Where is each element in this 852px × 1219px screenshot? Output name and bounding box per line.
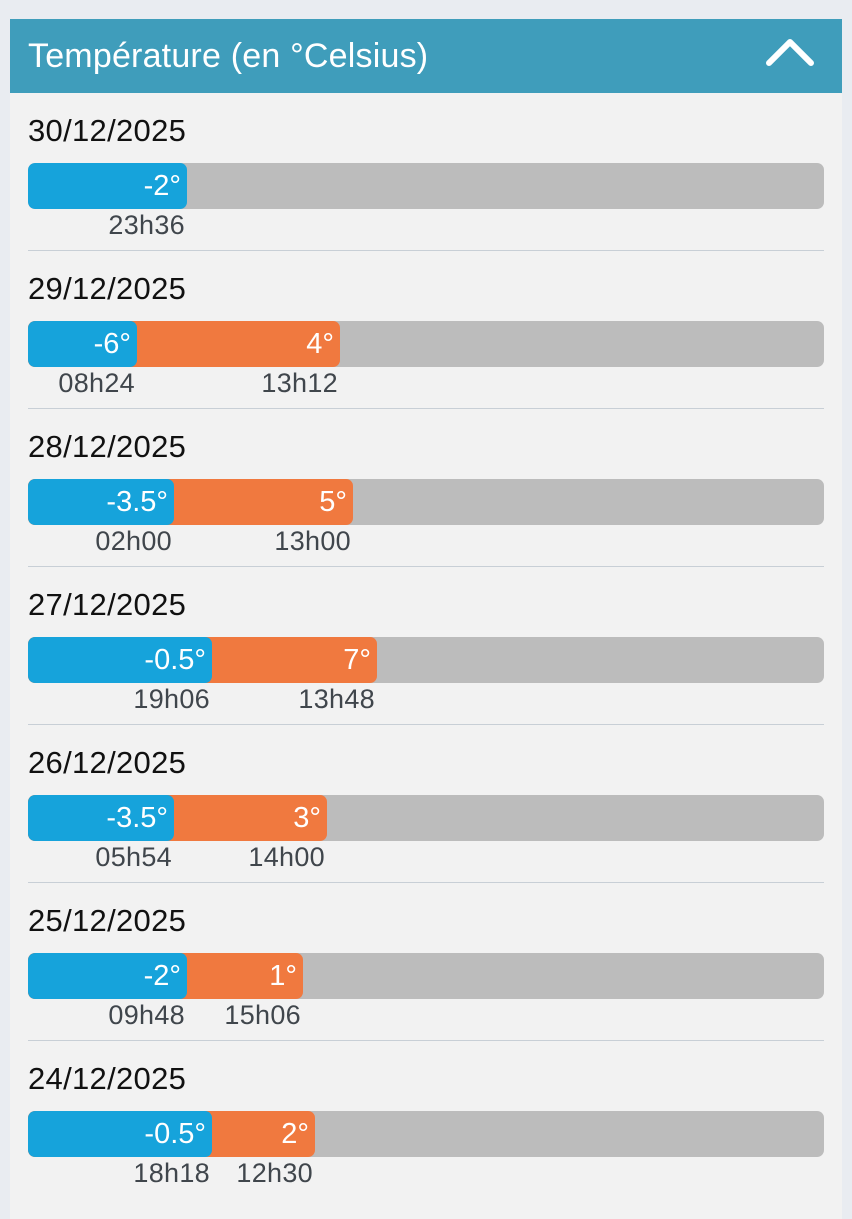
day-date: 27/12/2025 [28, 587, 187, 622]
min-temp-time: 23h36 [108, 210, 185, 240]
day-row: 24/12/2025 -0.5° 2° 18h18 12h30 [28, 1041, 824, 1199]
min-temp-segment: -3.5° [28, 479, 174, 525]
temperature-bar: -2° [28, 163, 824, 209]
min-temp-segment: -6° [28, 321, 137, 367]
max-temp-time: 14h00 [248, 842, 325, 872]
min-temp-time: 02h00 [95, 526, 172, 556]
day-row: 28/12/2025 -3.5° 5° 02h00 13h00 [28, 409, 824, 567]
day-row: 25/12/2025 -2° 1° 09h48 15h06 [28, 883, 824, 1041]
day-date: 25/12/2025 [28, 903, 187, 938]
panel-title: Température (en °Celsius) [28, 36, 429, 75]
min-temp-segment: -2° [28, 953, 187, 999]
day-row: 29/12/2025 -6° 4° 08h24 13h12 [28, 251, 824, 409]
temperature-bar: -6° 4° [28, 321, 824, 367]
temperature-bar: -3.5° 3° [28, 795, 824, 841]
temperature-panel: Température (en °Celsius) 30/12/2025 -2° 2… [10, 19, 842, 1219]
temperature-bar: -2° 1° [28, 953, 824, 999]
min-temp-time: 05h54 [95, 842, 172, 872]
min-temp-segment: -0.5° [28, 637, 212, 683]
min-temp-time: 08h24 [58, 368, 135, 398]
temperature-header[interactable]: Température (en °Celsius) [10, 19, 842, 93]
temperature-bar: -0.5° 7° [28, 637, 824, 683]
max-temp-time: 13h48 [298, 684, 375, 714]
temperature-bar: -0.5° 2° [28, 1111, 824, 1157]
min-temp-time: 19h06 [133, 684, 210, 714]
day-row: 27/12/2025 -0.5° 7° 19h06 13h48 [28, 567, 824, 725]
min-temp-segment: -0.5° [28, 1111, 212, 1157]
day-date: 30/12/2025 [28, 113, 187, 148]
day-date: 26/12/2025 [28, 745, 187, 780]
min-temp-segment: -2° [28, 163, 187, 209]
max-temp-time: 13h00 [274, 526, 351, 556]
max-temp-time: 13h12 [261, 368, 338, 398]
min-temp-time: 09h48 [108, 1000, 185, 1030]
max-temp-time: 12h30 [236, 1158, 313, 1188]
temperature-list: 30/12/2025 -2° 23h36 29/12/2025 -6° 4° 08h24 13… [10, 93, 842, 1199]
day-row: 30/12/2025 -2° 23h36 [28, 93, 824, 251]
day-date: 29/12/2025 [28, 271, 187, 306]
min-temp-segment: -3.5° [28, 795, 174, 841]
chevron-up-icon[interactable] [764, 33, 816, 69]
max-temp-time: 15h06 [224, 1000, 301, 1030]
day-date: 28/12/2025 [28, 429, 187, 464]
temperature-bar: -3.5° 5° [28, 479, 824, 525]
day-date: 24/12/2025 [28, 1061, 187, 1096]
day-row: 26/12/2025 -3.5° 3° 05h54 14h00 [28, 725, 824, 883]
min-temp-time: 18h18 [133, 1158, 210, 1188]
